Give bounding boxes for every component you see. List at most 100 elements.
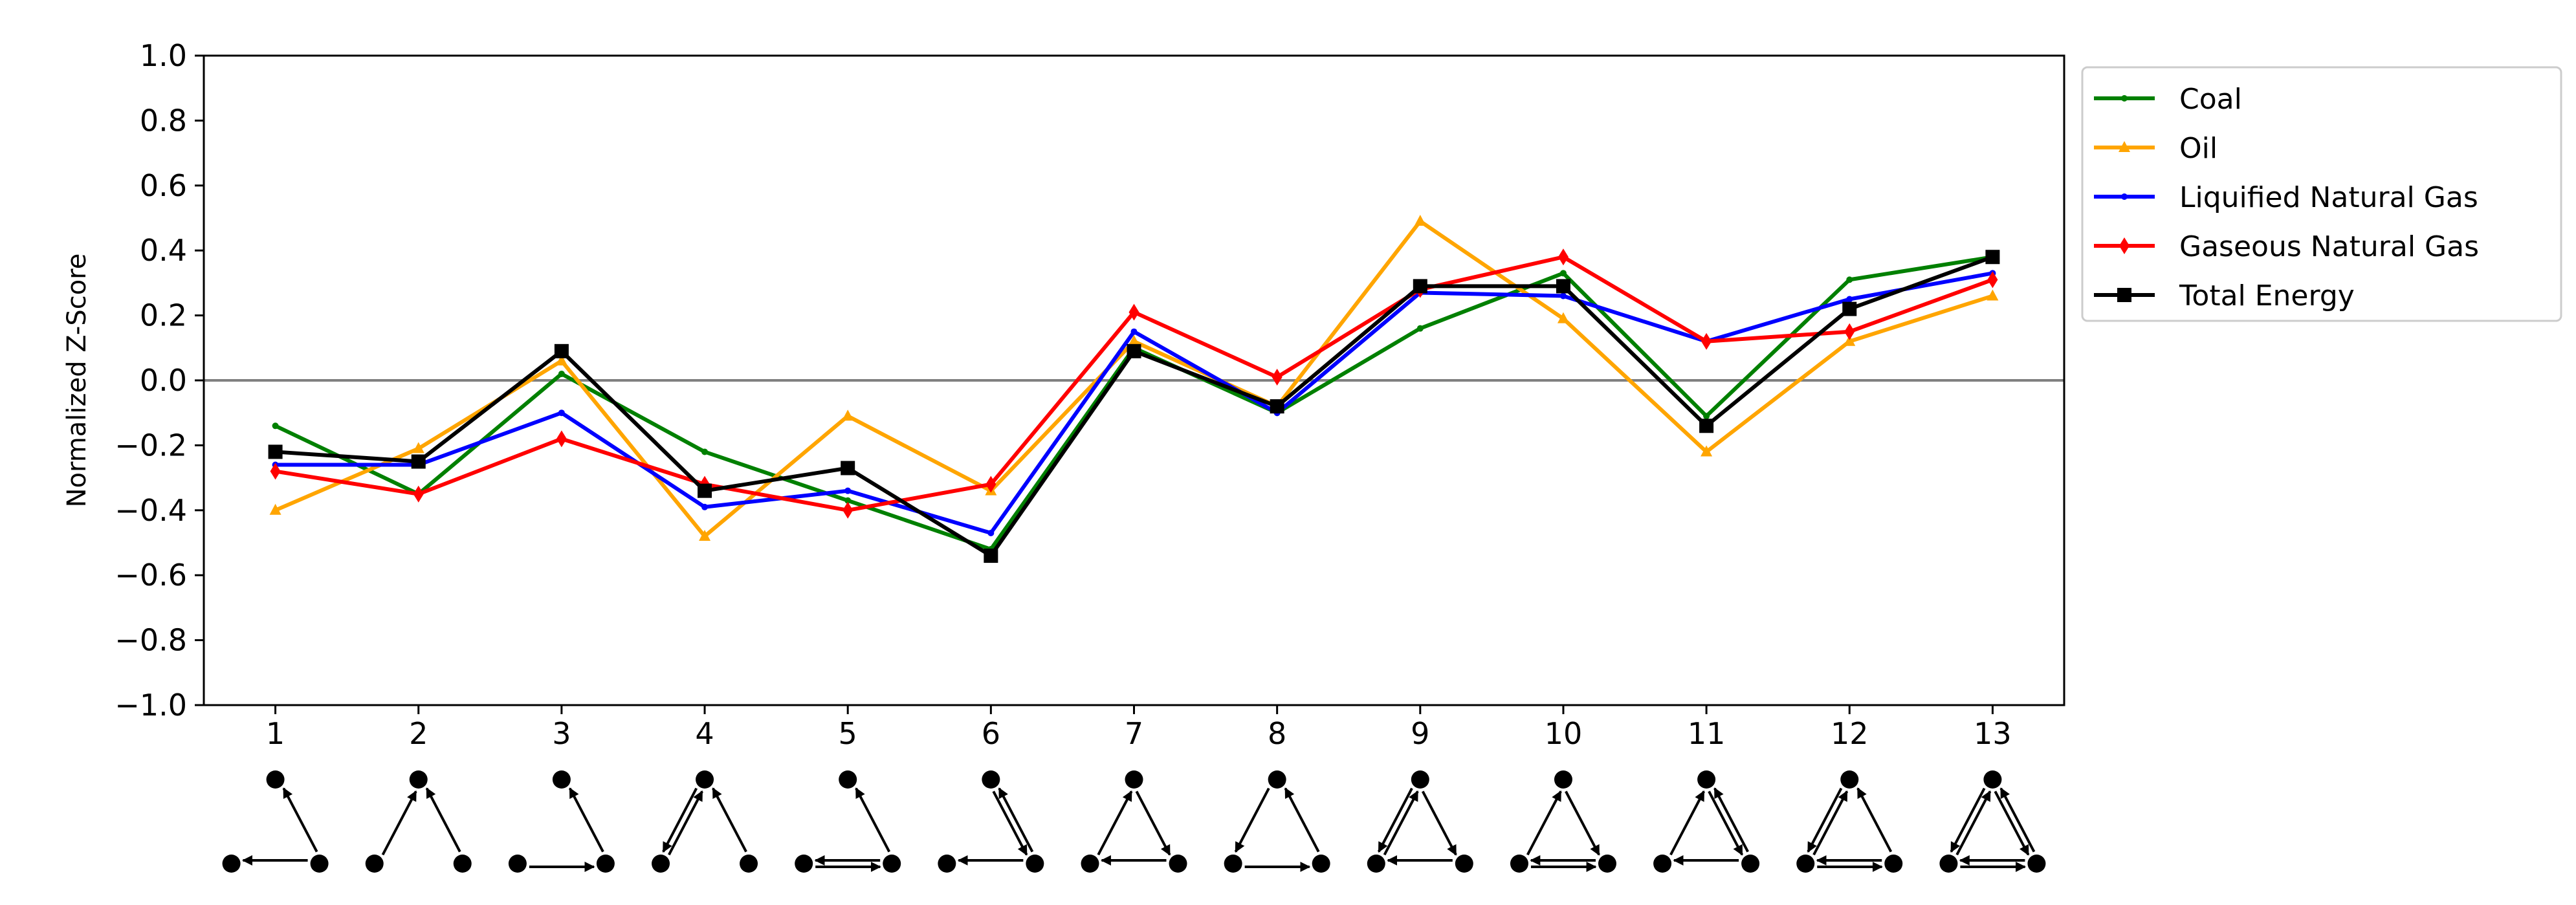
- data-point-oil: [699, 529, 711, 541]
- motif-node: [740, 855, 758, 873]
- motif-node: [1840, 770, 1859, 789]
- x-tick-label: 10: [1545, 716, 1583, 751]
- data-point-total-energy: [1842, 301, 1857, 316]
- motif-node: [1026, 855, 1044, 873]
- motif-node: [1224, 855, 1242, 873]
- data-point-gaseous-natural-gas: [1987, 271, 1998, 289]
- motif-node: [266, 770, 285, 789]
- data-point-oil: [412, 442, 424, 453]
- motif-icon-7: [1081, 770, 1187, 873]
- x-tick-label: 8: [1268, 716, 1286, 751]
- motif-arrow: [1377, 787, 1413, 853]
- data-point-oil: [842, 409, 854, 421]
- data-point-coal: [701, 448, 709, 455]
- data-point-gaseous-natural-gas: [270, 463, 281, 480]
- data-point-total-energy: [1270, 399, 1284, 414]
- x-tick-label: 6: [982, 716, 1000, 751]
- motif-node: [222, 855, 241, 873]
- data-point-gaseous-natural-gas: [985, 475, 996, 493]
- motif-arrow: [1383, 790, 1419, 856]
- motif-arrow: [1994, 791, 2030, 856]
- motif-icon-9: [1367, 770, 1473, 873]
- motif-node: [1268, 770, 1286, 789]
- motif-arrow: [1955, 790, 1992, 856]
- motif-icon-13: [1939, 770, 2046, 873]
- series-line-gaseous-natural-gas: [275, 255, 1994, 512]
- data-point-gaseous-natural-gas: [842, 501, 853, 519]
- motif-icon-11: [1653, 770, 1760, 873]
- data-point-coal: [844, 497, 852, 504]
- data-point-coal: [1846, 276, 1853, 283]
- x-tick-label: 13: [1974, 716, 2012, 751]
- motif-node: [1125, 770, 1143, 789]
- series-total-energy: [268, 250, 2000, 563]
- legend-box: [2081, 66, 2562, 322]
- y-tick-label: 0.4: [140, 233, 187, 268]
- motif-node: [652, 855, 670, 873]
- data-point-oil: [1987, 289, 1999, 301]
- motif-arrow: [1234, 787, 1270, 853]
- legend-marker-liquified-natural-gas: [2121, 193, 2128, 200]
- motif-arrow: [1812, 790, 1849, 856]
- motif-icon-4: [652, 770, 758, 873]
- motif-arrow: [1421, 791, 1457, 856]
- motif-node: [1312, 855, 1330, 873]
- legend-label: Oil: [2179, 132, 2218, 165]
- data-point-liquified-natural-gas: [701, 503, 709, 510]
- data-point-coal: [272, 422, 279, 430]
- motif-node: [1741, 855, 1760, 873]
- y-tick-label: −0.2: [115, 428, 187, 463]
- data-point-oil: [269, 503, 281, 515]
- x-tick-label: 4: [695, 716, 714, 751]
- y-tick-label: 0.2: [140, 298, 187, 333]
- data-point-oil: [1414, 215, 1426, 226]
- series-group: [268, 215, 2000, 563]
- motif-node: [2027, 855, 2046, 873]
- motif-node: [1796, 855, 1815, 873]
- data-point-liquified-natural-gas: [987, 529, 995, 536]
- motif-arrow: [425, 787, 461, 853]
- motif-arrow: [992, 791, 1028, 856]
- motif-arrow: [1708, 791, 1744, 856]
- motif-node: [839, 770, 857, 789]
- y-axis-title: Normalized Z-Score: [62, 254, 92, 508]
- data-point-liquified-natural-gas: [558, 409, 565, 417]
- series-gaseous-natural-gas: [270, 248, 1998, 519]
- motif-node: [453, 855, 472, 873]
- data-point-total-energy: [411, 454, 426, 469]
- data-point-oil: [555, 354, 567, 365]
- motif-node: [409, 770, 428, 789]
- motif-arrow: [662, 787, 698, 853]
- y-tick-label: 1.0: [140, 38, 187, 73]
- x-axis: 1 2 3 4 5 6 7 8 9 10 11 12 13: [266, 705, 2012, 751]
- motif-arrow: [282, 787, 318, 853]
- motif-node: [982, 770, 1000, 789]
- x-tick-label: 5: [839, 716, 857, 751]
- data-point-gaseous-natural-gas: [1128, 303, 1139, 321]
- motif-node: [1510, 855, 1528, 873]
- motif-node: [596, 855, 615, 873]
- x-tick-label: 3: [552, 716, 571, 751]
- motif-icon-8: [1224, 770, 1330, 873]
- motif-icon-2: [365, 770, 472, 873]
- motif-icon-5: [795, 770, 901, 873]
- motif-arrow: [1097, 790, 1133, 856]
- motif-node: [508, 855, 527, 873]
- y-tick-label: 0.8: [140, 103, 187, 138]
- data-point-gaseous-natural-gas: [556, 430, 567, 448]
- data-point-liquified-natural-gas: [1559, 292, 1567, 300]
- data-point-oil: [1844, 334, 1856, 346]
- motif-arrow: [1950, 787, 1986, 853]
- motif-arrow: [1669, 790, 1705, 856]
- y-tick-label: −0.8: [115, 623, 187, 658]
- motif-arrow: [668, 790, 703, 856]
- series-line-oil: [274, 219, 1994, 538]
- data-point-liquified-natural-gas: [844, 487, 852, 494]
- motif-arrow: [1135, 791, 1171, 856]
- motif-node: [1169, 855, 1187, 873]
- data-point-total-energy: [698, 483, 712, 498]
- data-point-total-energy: [1699, 419, 1714, 433]
- motif-node: [310, 855, 329, 873]
- data-point-coal: [1416, 325, 1424, 332]
- motif-icon-6: [938, 770, 1044, 873]
